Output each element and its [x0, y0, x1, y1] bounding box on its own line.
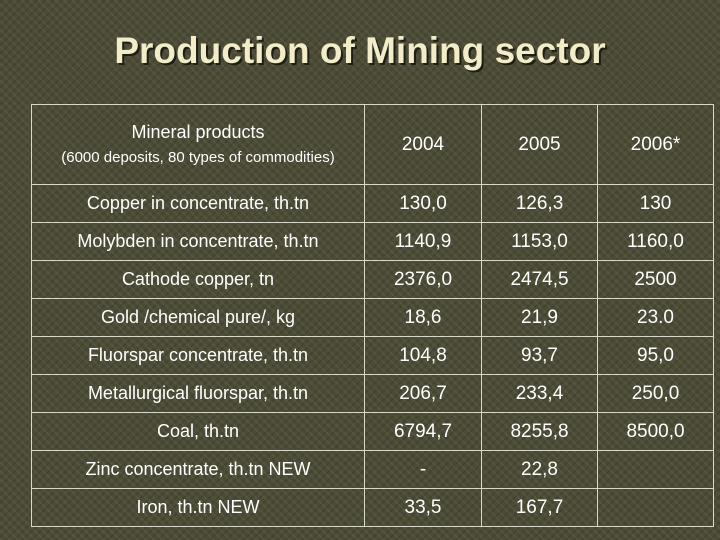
cell-2006: 23.0: [597, 298, 714, 337]
cell-2004: 1140,9: [364, 222, 482, 261]
cell-2006: 250,0: [597, 374, 714, 413]
header-mineral-products: Mineral products (6000 deposits, 80 type…: [31, 104, 365, 185]
cell-2006: [597, 488, 714, 527]
table-row-molybden: Molybden in concentrate, th.tn 1140,9 11…: [31, 222, 714, 261]
cell-2006: 95,0: [597, 336, 714, 375]
header-label-sub: (6000 deposits, 80 types of commodities): [61, 148, 335, 166]
row-label: Cathode copper, tn: [31, 260, 365, 299]
cell-2006: 130: [597, 184, 714, 223]
table-row-copper: Copper in concentrate, th.tn 130,0 126,3…: [31, 184, 714, 223]
table-row-coal: Coal, th.tn 6794,7 8255,8 8500,0: [31, 412, 714, 451]
row-label: Molybden in concentrate, th.tn: [31, 222, 365, 261]
cell-2005: 21,9: [481, 298, 598, 337]
cell-2005: 233,4: [481, 374, 598, 413]
header-year-2005: 2005: [481, 104, 598, 185]
row-label: Iron, th.tn NEW: [31, 488, 365, 527]
cell-2005: 2474,5: [481, 260, 598, 299]
table-row-fluorspar-concentrate: Fluorspar concentrate, th.tn 104,8 93,7 …: [31, 336, 714, 375]
table-row-cathode-copper: Cathode copper, tn 2376,0 2474,5 2500: [31, 260, 714, 299]
table-row-gold: Gold /chemical pure/, kg 18,6 21,9 23.0: [31, 298, 714, 337]
cell-2004: 104,8: [364, 336, 482, 375]
cell-2005: 8255,8: [481, 412, 598, 451]
header-label-main: Mineral products: [131, 121, 265, 142]
production-table: Mineral products (6000 deposits, 80 type…: [31, 104, 714, 527]
cell-2004: 18,6: [364, 298, 482, 337]
cell-2005: 167,7: [481, 488, 598, 527]
header-year-2004: 2004: [364, 104, 482, 185]
table-row-metallurgical-fluorspar: Metallurgical fluorspar, th.tn 206,7 233…: [31, 374, 714, 413]
table-row-iron: Iron, th.tn NEW 33,5 167,7: [31, 488, 714, 527]
table-row-zinc: Zinc concentrate, th.tn NEW - 22,8: [31, 450, 714, 489]
cell-2006: [597, 450, 714, 489]
row-label: Metallurgical fluorspar, th.tn: [31, 374, 365, 413]
header-year-2006: 2006*: [597, 104, 714, 185]
cell-2004: -: [364, 450, 482, 489]
cell-2005: 22,8: [481, 450, 598, 489]
cell-2004: 33,5: [364, 488, 482, 527]
cell-2005: 126,3: [481, 184, 598, 223]
row-label: Gold /chemical pure/, kg: [31, 298, 365, 337]
cell-2005: 1153,0: [481, 222, 598, 261]
cell-2004: 6794,7: [364, 412, 482, 451]
header-row: Mineral products (6000 deposits, 80 type…: [31, 104, 714, 185]
cell-2006: 2500: [597, 260, 714, 299]
cell-2004: 2376,0: [364, 260, 482, 299]
row-label: Fluorspar concentrate, th.tn: [31, 336, 365, 375]
cell-2006: 1160,0: [597, 222, 714, 261]
row-label: Coal, th.tn: [31, 412, 365, 451]
cell-2004: 206,7: [364, 374, 482, 413]
page-title: Production of Mining sector: [114, 30, 606, 71]
cell-2006: 8500,0: [597, 412, 714, 451]
row-label: Copper in concentrate, th.tn: [31, 184, 365, 223]
row-label: Zinc concentrate, th.tn NEW: [31, 450, 365, 489]
cell-2005: 93,7: [481, 336, 598, 375]
cell-2004: 130,0: [364, 184, 482, 223]
